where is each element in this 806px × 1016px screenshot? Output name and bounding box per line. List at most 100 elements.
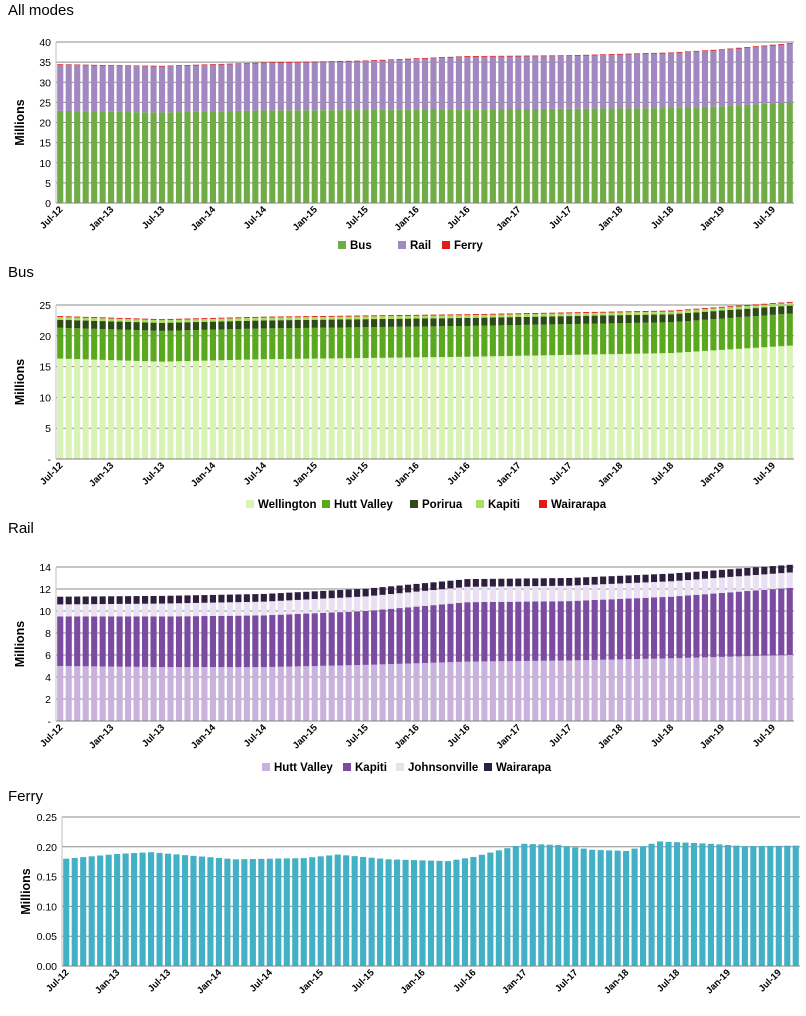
bar-ferry: [184, 65, 191, 66]
bar-ferry: [472, 56, 479, 57]
bar-hutt-valley: [600, 659, 607, 721]
bar-wairarapa: [532, 578, 539, 587]
bar-kapiti: [260, 615, 267, 668]
bar-kapiti: [761, 589, 768, 656]
bar-hutt-valley: [710, 657, 717, 721]
bar-kapiti: [421, 315, 429, 319]
bar-wairarapa: [82, 316, 89, 318]
bar-ferry: [676, 51, 683, 53]
bar-bus: [634, 108, 641, 203]
bar-ferry: [498, 55, 505, 57]
bar-rail: [532, 56, 539, 109]
bar-ferry: [388, 59, 395, 61]
bar-hutt-valley: [667, 322, 675, 354]
bar-hutt-valley: [472, 325, 479, 357]
bar-wairarapa: [786, 564, 793, 573]
bar-kapiti: [515, 601, 522, 662]
bar-hutt-valley: [625, 323, 632, 354]
bar-hutt-valley: [142, 330, 149, 362]
bar-johnsonville: [718, 577, 725, 593]
bar-wairarapa: [472, 579, 479, 587]
bar-hutt-valley: [133, 330, 140, 361]
bar-wairarapa: [574, 312, 581, 314]
bar-wellington: [108, 360, 115, 459]
bar-ferry: [80, 857, 87, 966]
bar-wairarapa: [209, 317, 216, 319]
bar-johnsonville: [82, 604, 89, 617]
bar-kapiti: [735, 591, 742, 657]
bar-rail: [311, 62, 318, 111]
y-tick-label: 30: [39, 77, 51, 89]
bar-ferry: [741, 846, 748, 966]
bar-kapiti: [447, 603, 454, 663]
bar-kapiti: [150, 616, 157, 668]
bar-wairarapa: [566, 578, 573, 586]
bar-rail: [557, 56, 564, 109]
bar-johnsonville: [667, 581, 675, 597]
bar-wairarapa: [684, 572, 692, 581]
y-tick-label: 6: [45, 650, 51, 662]
x-tick-label: Jan-14: [189, 722, 219, 752]
x-tick-label: Jul-15: [350, 967, 378, 995]
bar-ferry: [266, 858, 273, 966]
bar-johnsonville: [167, 603, 174, 617]
bar-bus: [150, 112, 157, 203]
bar-ferry: [642, 53, 649, 54]
bar-wairarapa: [218, 594, 225, 603]
bar-bus: [438, 109, 446, 203]
bar-ferry: [122, 853, 129, 966]
bar-hutt-valley: [523, 324, 530, 356]
bar-rail: [396, 59, 403, 110]
bar-kapiti: [158, 616, 166, 668]
bar-wairarapa: [235, 317, 242, 319]
bar-rail: [701, 51, 708, 107]
y-tick-label: 0.25: [37, 812, 58, 824]
bar-hutt-valley: [650, 322, 658, 354]
bar-hutt-valley: [455, 661, 462, 722]
bar-wellington: [438, 357, 446, 459]
bar-porirua: [235, 321, 242, 330]
bar-wellington: [769, 346, 776, 459]
bar-wellington: [125, 360, 132, 459]
bar-wairarapa: [735, 568, 742, 577]
bar-hutt-valley: [786, 655, 793, 721]
bar-ferry: [506, 55, 513, 57]
bar-ferry: [752, 46, 759, 48]
bar-hutt-valley: [735, 317, 742, 349]
bar-rail: [481, 56, 488, 110]
bar-johnsonville: [286, 600, 293, 615]
bar-porirua: [430, 318, 437, 327]
bar-bus: [761, 103, 768, 203]
bar-wairarapa: [252, 316, 259, 318]
bar-porirua: [116, 321, 123, 330]
bar-porirua: [108, 321, 115, 330]
bar-wairarapa: [235, 594, 242, 603]
bar-kapiti: [125, 319, 132, 322]
bar-ferry: [286, 62, 293, 63]
x-tick-label: Jan-14: [189, 460, 219, 490]
bar-ferry: [292, 858, 299, 966]
bar-wairarapa: [150, 595, 157, 604]
bar-wellington: [650, 353, 658, 459]
bar-johnsonville: [506, 586, 513, 602]
x-tick-label: Jul-13: [140, 204, 167, 231]
bar-wairarapa: [108, 596, 115, 604]
bar-porirua: [659, 314, 666, 323]
bar-wairarapa: [125, 318, 132, 320]
bar-kapiti: [608, 599, 615, 660]
bar-kapiti: [379, 316, 386, 319]
bar-hutt-valley: [421, 662, 429, 721]
bar-porirua: [260, 320, 267, 329]
bar-hutt-valley: [515, 661, 522, 721]
bar-ferry: [258, 858, 265, 966]
bar-ferry: [640, 846, 647, 966]
y-tick-label: 10: [39, 392, 51, 404]
bar-porirua: [320, 319, 327, 328]
bar-kapiti: [744, 305, 751, 309]
bar-wairarapa: [701, 571, 708, 579]
bar-bus: [447, 109, 454, 203]
bar-wairarapa: [659, 310, 666, 312]
bar-bus: [540, 108, 547, 203]
bar-wairarapa: [438, 314, 446, 316]
bar-wairarapa: [320, 315, 327, 317]
